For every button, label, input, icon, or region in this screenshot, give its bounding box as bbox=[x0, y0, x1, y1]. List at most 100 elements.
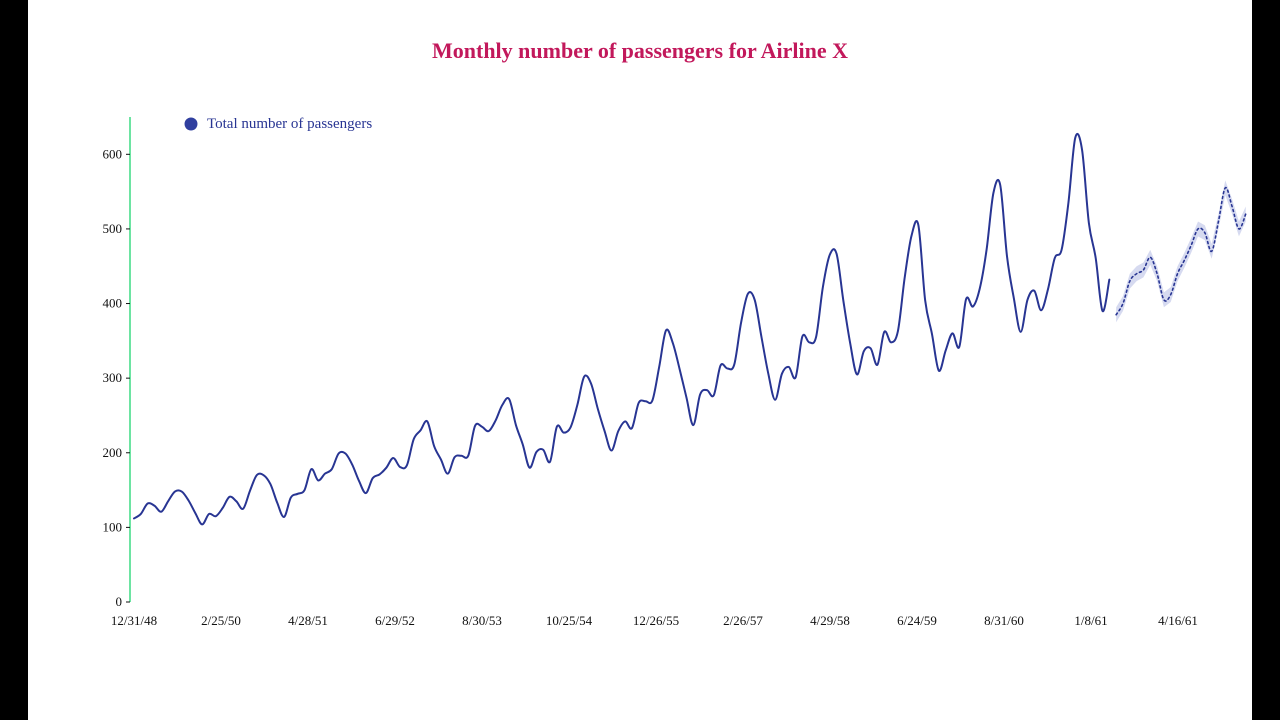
data-point[interactable] bbox=[977, 286, 983, 292]
data-point[interactable] bbox=[520, 442, 526, 448]
data-point[interactable] bbox=[895, 328, 901, 334]
data-point[interactable] bbox=[267, 481, 273, 487]
data-point[interactable] bbox=[431, 443, 437, 449]
data-point[interactable] bbox=[1065, 200, 1071, 206]
data-point[interactable] bbox=[963, 296, 969, 302]
data-point[interactable] bbox=[588, 380, 594, 386]
data-point[interactable] bbox=[758, 334, 764, 340]
data-point[interactable] bbox=[765, 371, 771, 377]
data-point[interactable] bbox=[656, 364, 662, 370]
forecast-point[interactable] bbox=[1222, 185, 1228, 191]
data-point[interactable] bbox=[724, 365, 730, 371]
forecast-point[interactable] bbox=[1175, 271, 1181, 277]
data-point[interactable] bbox=[936, 368, 942, 374]
data-point[interactable] bbox=[1059, 247, 1065, 253]
data-point[interactable] bbox=[677, 366, 683, 372]
data-point[interactable] bbox=[458, 453, 464, 459]
data-point[interactable] bbox=[486, 428, 492, 434]
data-point[interactable] bbox=[151, 503, 157, 509]
data-point[interactable] bbox=[377, 471, 383, 477]
forecast-point[interactable] bbox=[1243, 211, 1249, 217]
data-point[interactable] bbox=[881, 329, 887, 335]
data-point[interactable] bbox=[731, 362, 737, 368]
data-point[interactable] bbox=[513, 422, 519, 428]
data-point[interactable] bbox=[424, 418, 430, 424]
forecast-point[interactable] bbox=[1161, 297, 1167, 303]
data-point[interactable] bbox=[861, 348, 867, 354]
data-point[interactable] bbox=[363, 490, 369, 496]
data-point[interactable] bbox=[874, 362, 880, 368]
data-point[interactable] bbox=[649, 398, 655, 404]
data-point[interactable] bbox=[158, 509, 164, 515]
data-point[interactable] bbox=[417, 427, 423, 433]
data-point[interactable] bbox=[411, 436, 417, 442]
data-point[interactable] bbox=[854, 371, 860, 377]
forecast-point[interactable] bbox=[1209, 248, 1215, 254]
data-point[interactable] bbox=[397, 464, 403, 470]
data-point[interactable] bbox=[990, 190, 996, 196]
data-point[interactable] bbox=[172, 489, 178, 495]
data-point[interactable] bbox=[281, 514, 287, 520]
data-point[interactable] bbox=[322, 471, 328, 477]
data-point[interactable] bbox=[199, 521, 205, 527]
data-point[interactable] bbox=[390, 455, 396, 461]
data-point[interactable] bbox=[922, 298, 928, 304]
data-point[interactable] bbox=[479, 424, 485, 430]
data-point[interactable] bbox=[452, 454, 458, 460]
data-point[interactable] bbox=[138, 511, 144, 517]
forecast-point[interactable] bbox=[1215, 218, 1221, 224]
data-point[interactable] bbox=[902, 274, 908, 280]
data-point[interactable] bbox=[1079, 147, 1085, 153]
data-point[interactable] bbox=[1093, 255, 1099, 261]
data-point[interactable] bbox=[840, 298, 846, 304]
data-point[interactable] bbox=[949, 330, 955, 336]
data-point[interactable] bbox=[247, 488, 253, 494]
data-point[interactable] bbox=[1106, 277, 1112, 283]
data-point[interactable] bbox=[315, 477, 321, 483]
data-point[interactable] bbox=[254, 472, 260, 478]
data-point[interactable] bbox=[438, 456, 444, 462]
data-point[interactable] bbox=[752, 297, 758, 303]
data-point[interactable] bbox=[943, 348, 949, 354]
forecast-point[interactable] bbox=[1188, 242, 1194, 248]
data-point[interactable] bbox=[574, 402, 580, 408]
data-point[interactable] bbox=[615, 428, 621, 434]
data-point[interactable] bbox=[636, 400, 642, 406]
data-point[interactable] bbox=[356, 478, 362, 484]
data-point[interactable] bbox=[622, 418, 628, 424]
data-point[interactable] bbox=[1031, 288, 1037, 294]
data-point[interactable] bbox=[779, 371, 785, 377]
data-point[interactable] bbox=[213, 513, 219, 519]
data-point[interactable] bbox=[670, 340, 676, 346]
data-point[interactable] bbox=[1011, 295, 1017, 301]
forecast-point[interactable] bbox=[1140, 267, 1146, 273]
data-point[interactable] bbox=[834, 251, 840, 257]
data-point[interactable] bbox=[915, 222, 921, 228]
data-point[interactable] bbox=[206, 511, 212, 517]
data-point[interactable] bbox=[186, 498, 192, 504]
data-point[interactable] bbox=[1072, 135, 1078, 141]
data-point[interactable] bbox=[595, 406, 601, 412]
data-point[interactable] bbox=[690, 422, 696, 428]
data-point[interactable] bbox=[240, 506, 246, 512]
forecast-point[interactable] bbox=[1236, 226, 1242, 232]
data-point[interactable] bbox=[472, 423, 478, 429]
data-point[interactable] bbox=[220, 505, 226, 511]
data-point[interactable] bbox=[370, 475, 376, 481]
data-point[interactable] bbox=[1024, 297, 1030, 303]
forecast-point[interactable] bbox=[1229, 204, 1235, 210]
forecast-point[interactable] bbox=[1113, 312, 1119, 318]
data-point[interactable] bbox=[445, 471, 451, 477]
data-point[interactable] bbox=[1004, 254, 1010, 260]
data-point[interactable] bbox=[349, 462, 355, 468]
data-point[interactable] bbox=[288, 495, 294, 501]
data-point[interactable] bbox=[465, 453, 471, 459]
forecast-point[interactable] bbox=[1154, 271, 1160, 277]
data-point[interactable] bbox=[868, 345, 874, 351]
data-point[interactable] bbox=[1018, 329, 1024, 335]
data-point[interactable] bbox=[131, 515, 137, 521]
data-point[interactable] bbox=[813, 334, 819, 340]
data-point[interactable] bbox=[704, 387, 710, 393]
data-point[interactable] bbox=[793, 374, 799, 380]
forecast-point[interactable] bbox=[1168, 292, 1174, 298]
